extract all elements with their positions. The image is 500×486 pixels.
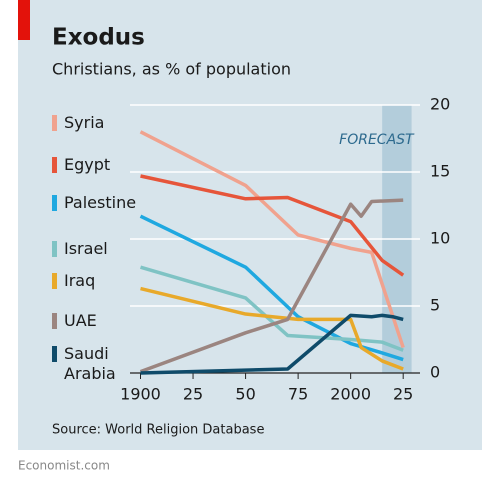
legend-label: Iraq (64, 271, 96, 290)
legend-entry: Egypt (52, 155, 144, 175)
legend-label: Saudi Arabia (64, 344, 116, 383)
legend-label: Palestine (64, 193, 137, 212)
legend-entry: Saudi Arabia (52, 344, 116, 384)
red-tab (18, 0, 30, 40)
source: Source: World Religion Database (52, 423, 264, 438)
series-line (139, 198, 404, 374)
x-tick-label: 75 (288, 385, 308, 404)
x-tick-label: 2000 (330, 385, 371, 404)
legend-label: Egypt (64, 155, 111, 174)
legend-label: Israel (64, 239, 108, 258)
y-tick-label: 10 (430, 229, 450, 248)
legend-label: Syria (64, 113, 105, 132)
y-tick-label: 15 (430, 162, 450, 181)
x-tick-label: 25 (393, 385, 413, 404)
footer: Economist.com (18, 459, 110, 473)
y-tick-label: 5 (430, 296, 440, 315)
legend-entry: UAE (52, 311, 144, 331)
x-tick-label: 25 (183, 385, 203, 404)
legend-entry: Israel (52, 239, 144, 259)
legend-swatch (52, 346, 57, 362)
legend-swatch (52, 157, 57, 173)
legend-swatch (52, 241, 57, 257)
series-line (140, 174, 405, 277)
y-tick-label: 20 (430, 95, 450, 114)
y-tick-label: 0 (430, 363, 440, 382)
legend-entry: Palestine (52, 193, 144, 213)
subtitle: Christians, as % of population (52, 60, 291, 79)
legend-swatch (52, 195, 57, 211)
series-line (140, 313, 404, 375)
x-tick-label: 1900 (120, 385, 161, 404)
chart-title: Exodus (52, 25, 145, 51)
series-line (140, 265, 404, 352)
legend-entry: Iraq (52, 271, 144, 291)
legend-label: UAE (64, 311, 97, 330)
series-line (140, 286, 404, 371)
series-line (139, 214, 404, 362)
legend-entry: Syria (52, 113, 144, 133)
series-line (139, 130, 405, 349)
forecast-label: FORECAST (339, 132, 415, 148)
legend-swatch (52, 115, 57, 131)
x-tick-label: 50 (235, 385, 255, 404)
legend-swatch (52, 273, 57, 289)
legend-swatch (52, 313, 57, 329)
